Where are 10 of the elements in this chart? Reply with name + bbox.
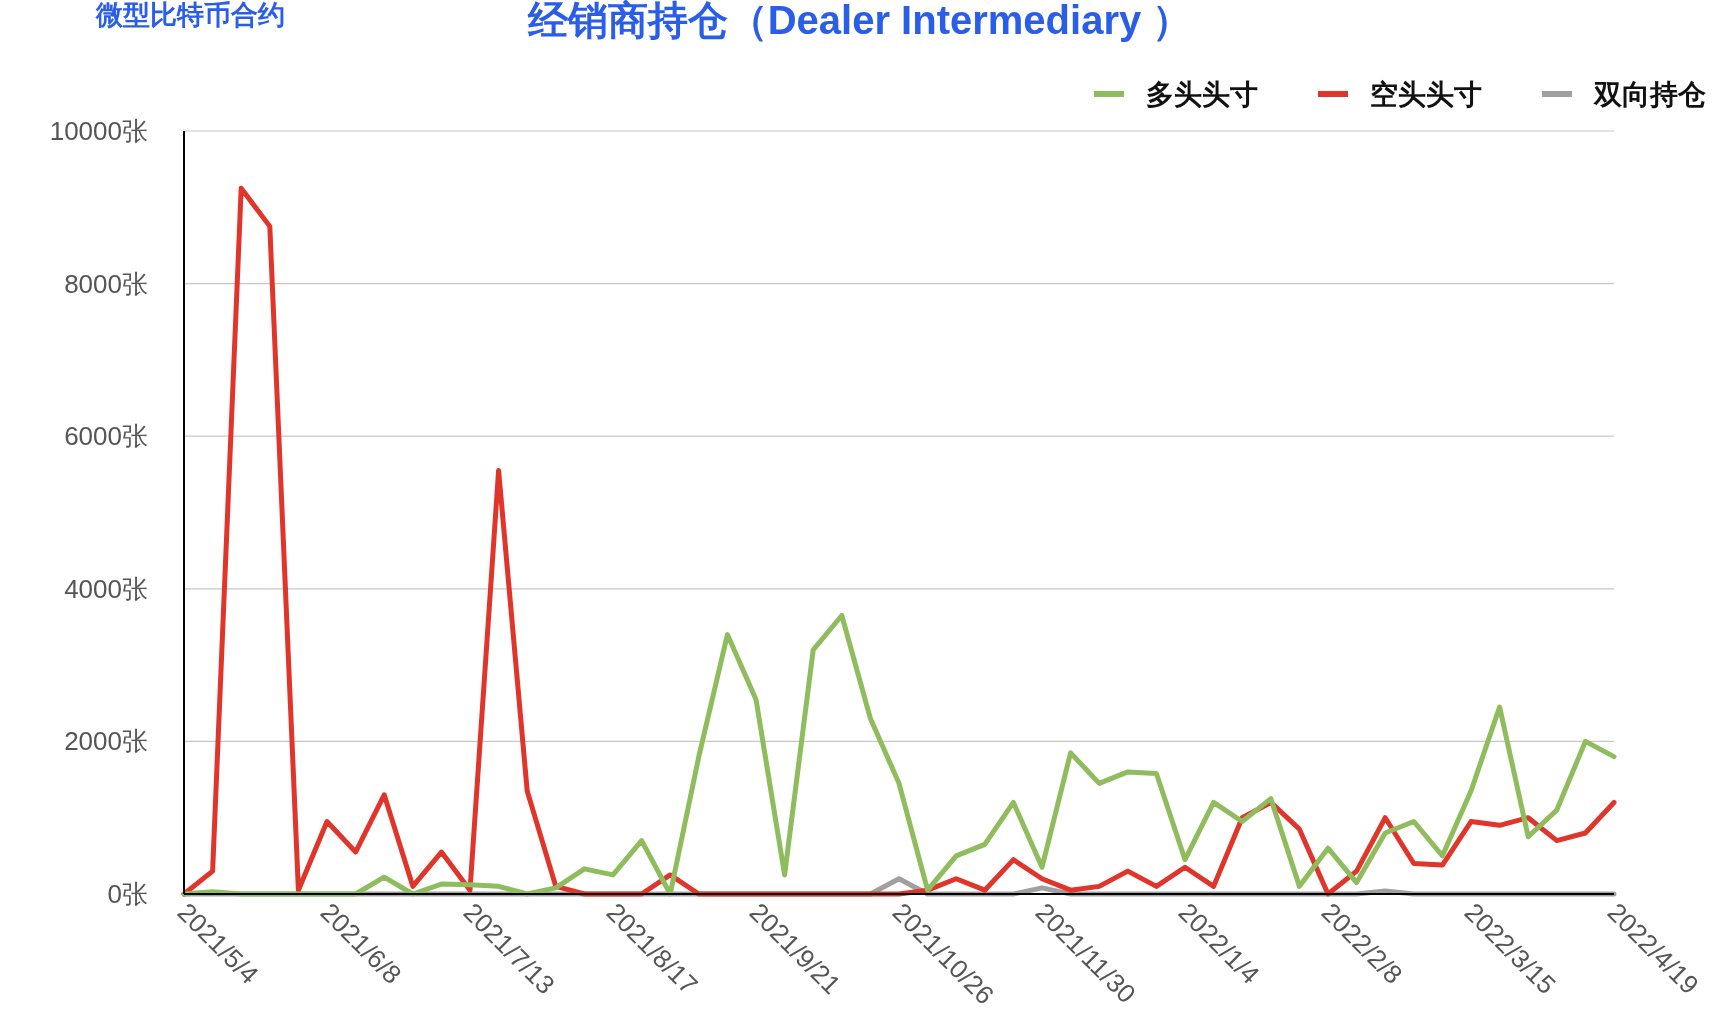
legend-label: 空头头寸	[1370, 79, 1482, 110]
legend-label: 多头头寸	[1146, 79, 1258, 110]
y-tick-label: 8000张	[64, 268, 148, 299]
y-tick-label: 2000张	[64, 726, 148, 757]
y-tick-label: 4000张	[64, 573, 148, 604]
legend-label: 双向持仓	[1593, 79, 1706, 110]
y-tick-label: 6000张	[64, 421, 148, 452]
y-tick-label: 10000张	[49, 116, 148, 146]
y-tick-label: 0张	[107, 879, 148, 909]
chart-subtitle: 微型比特币合约	[95, 0, 285, 30]
